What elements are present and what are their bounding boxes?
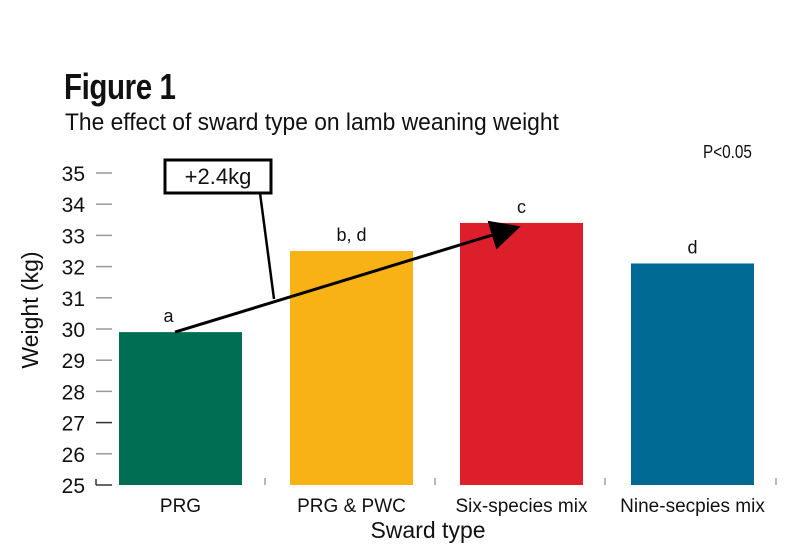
x-axis-title: Sward type <box>370 517 485 543</box>
figure-title: Figure 1 <box>64 66 176 107</box>
bar-nine-secpies-mix <box>631 263 754 485</box>
p-value-note: P<0.05 <box>703 142 752 162</box>
figure-subtitle: The effect of sward type on lamb weaning… <box>65 109 559 136</box>
y-tick-label: 30 <box>62 319 85 342</box>
y-axis: 25 26 27 28 29 30 31 32 33 34 35 <box>62 163 112 498</box>
annotation-box <box>163 158 273 195</box>
y-tick-label: 27 <box>62 413 85 436</box>
x-category-label: Nine-secpies mix <box>620 496 765 517</box>
x-category-label: Six-species mix <box>456 496 588 517</box>
y-tick-label: 28 <box>62 381 85 404</box>
significance-letter: c <box>517 197 526 217</box>
weight-gain-annotation: +2.4kg <box>163 158 521 334</box>
x-category-label: PRG <box>160 496 201 517</box>
bars: a b, d c d <box>119 197 754 486</box>
x-category-label: PRG & PWC <box>297 496 406 517</box>
significance-letter: d <box>687 237 697 257</box>
y-tick-label: 25 <box>62 475 85 498</box>
y-tick-label: 33 <box>62 225 85 248</box>
x-axis: PRG PRG & PWC Six-species mix Nine-secpies … <box>160 478 777 517</box>
bar-prg <box>119 332 242 485</box>
y-tick-label: 35 <box>62 163 85 186</box>
bar-prg-pwc <box>290 251 413 485</box>
annotation-text: +2.4kg <box>185 164 252 189</box>
arrow-icon <box>174 220 521 334</box>
significance-letter: b, d <box>336 225 366 245</box>
y-axis-title: Weight (kg) <box>17 251 43 368</box>
y-tick-label: 26 <box>62 444 85 467</box>
significance-letter: a <box>163 306 174 326</box>
y-tick-label: 29 <box>62 350 85 373</box>
y-tick-label: 32 <box>62 257 85 280</box>
bar-six-species-mix <box>460 222 583 486</box>
y-tick-label: 31 <box>62 288 85 311</box>
y-tick-label: 34 <box>62 194 86 217</box>
